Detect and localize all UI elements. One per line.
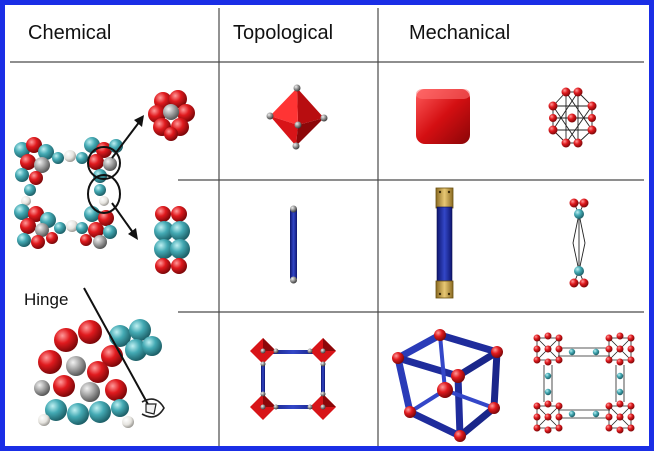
mechanical-linker-truss: [569, 198, 589, 288]
header-topological: Topological: [233, 22, 334, 44]
hinge-label: Hinge: [24, 290, 69, 309]
octa-br: [307, 391, 336, 420]
mof-linker-vertical-left: [21, 184, 36, 206]
mof-node-bottom-right: [80, 206, 117, 249]
mechanical-square-truss: [533, 332, 635, 434]
highlight-circle-node: [87, 146, 121, 180]
truss-corner-tr: [605, 332, 635, 366]
topological-square-network: [250, 338, 336, 420]
arrow-head-down: [128, 228, 138, 240]
mechanical-blue-beam: [435, 187, 454, 299]
mof-node-top-left: [14, 137, 54, 185]
octa-tl: [250, 338, 279, 367]
truss-corner-bl: [533, 400, 563, 434]
arrow-to-linker-zoom: [111, 202, 135, 235]
table-grid: [10, 8, 644, 446]
mechanical-cube-frame: [392, 329, 503, 442]
zoomed-metal-cluster: [148, 90, 195, 141]
arrow-to-node-zoom: [111, 120, 141, 159]
topological-octahedron-node: [266, 84, 328, 150]
mechanical-rounded-cube: [416, 89, 470, 144]
mechanical-ball-and-stick-cluster: [548, 87, 597, 148]
header-mechanical: Mechanical: [409, 22, 511, 44]
mof-linker-bottom: [54, 220, 88, 234]
mof-node-top-right: [84, 137, 123, 183]
hinge-pointer-line: [83, 287, 151, 409]
highlight-circle-linker: [87, 174, 121, 214]
truss-corner-tl: [533, 332, 563, 366]
arrow-head-up: [134, 115, 144, 127]
hinge-rotation-icon: [141, 398, 165, 418]
mof-node-bottom-left: [14, 204, 58, 249]
truss-corner-br: [605, 400, 635, 434]
octa-bl: [250, 391, 279, 420]
mof-linker-vertical-right: [94, 184, 109, 206]
mof-crystal-fragment: [14, 115, 144, 249]
octa-tr: [307, 338, 336, 367]
mof-linker-top: [52, 150, 88, 164]
zoomed-organic-linker: [154, 206, 190, 274]
topological-rod-linker: [290, 205, 297, 284]
header-chemical: Chemical: [28, 22, 112, 44]
hinge-molecule: [34, 287, 165, 428]
